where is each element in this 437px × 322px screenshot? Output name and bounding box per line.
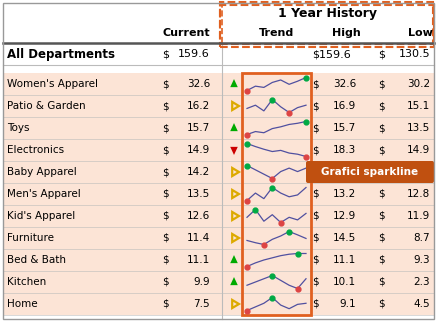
- Text: $: $: [378, 189, 385, 199]
- Text: $: $: [312, 123, 319, 133]
- Text: $: $: [162, 233, 169, 243]
- Text: $: $: [378, 123, 385, 133]
- Text: $: $: [378, 145, 385, 155]
- Text: 15.7: 15.7: [333, 123, 356, 133]
- Text: 10.1: 10.1: [333, 277, 356, 287]
- Text: $: $: [312, 233, 319, 243]
- Text: $: $: [162, 299, 169, 309]
- Text: $: $: [378, 255, 385, 265]
- Text: Baby Apparel: Baby Apparel: [7, 167, 77, 177]
- Bar: [220, 2, 433, 44]
- Text: 11.4: 11.4: [187, 233, 210, 243]
- Text: 9.1: 9.1: [340, 299, 356, 309]
- Bar: [3, 43, 434, 65]
- Text: $: $: [312, 79, 319, 89]
- Text: 130.5: 130.5: [399, 49, 430, 59]
- Text: 12.6: 12.6: [187, 211, 210, 221]
- Text: Grafici sparkline: Grafici sparkline: [322, 167, 419, 177]
- Text: $: $: [162, 277, 169, 287]
- Text: 14.2: 14.2: [187, 167, 210, 177]
- Text: $: $: [378, 277, 385, 287]
- Text: $: $: [312, 145, 319, 155]
- Text: Kitchen: Kitchen: [7, 277, 46, 287]
- Text: Bed & Bath: Bed & Bath: [7, 255, 66, 265]
- Text: 4.5: 4.5: [413, 299, 430, 309]
- Text: Women's Apparel: Women's Apparel: [7, 79, 98, 89]
- Text: 8.7: 8.7: [413, 233, 430, 243]
- Text: $: $: [378, 299, 385, 309]
- Text: 159.6: 159.6: [178, 49, 210, 59]
- Text: $: $: [378, 79, 385, 89]
- Text: 14.9: 14.9: [187, 145, 210, 155]
- Text: $: $: [162, 123, 169, 133]
- Polygon shape: [230, 123, 238, 131]
- Text: 30.2: 30.2: [407, 79, 430, 89]
- Text: 2.3: 2.3: [413, 277, 430, 287]
- Text: 1 Year History: 1 Year History: [277, 6, 377, 20]
- Text: $: $: [162, 211, 169, 221]
- Text: $: $: [312, 277, 319, 287]
- Text: $: $: [162, 255, 169, 265]
- Text: 16.9: 16.9: [333, 101, 356, 111]
- Polygon shape: [230, 255, 238, 263]
- Text: All Departments: All Departments: [7, 48, 115, 61]
- Text: 18.3: 18.3: [333, 145, 356, 155]
- Text: $: $: [378, 49, 385, 59]
- Text: Trend: Trend: [259, 28, 294, 38]
- Text: High: High: [332, 28, 361, 38]
- Text: 11.9: 11.9: [407, 211, 430, 221]
- Text: 11.1: 11.1: [187, 255, 210, 265]
- Text: $: $: [162, 49, 169, 59]
- Text: 13.5: 13.5: [187, 189, 210, 199]
- Text: $: $: [312, 189, 319, 199]
- Text: 16.2: 16.2: [187, 101, 210, 111]
- Text: 12.9: 12.9: [333, 211, 356, 221]
- Polygon shape: [230, 277, 238, 285]
- Bar: [3, 73, 434, 315]
- Bar: [242, 73, 311, 315]
- Text: 32.6: 32.6: [187, 79, 210, 89]
- Text: $: $: [378, 101, 385, 111]
- Polygon shape: [230, 79, 238, 87]
- Text: $: $: [312, 255, 319, 265]
- Text: $: $: [378, 233, 385, 243]
- Text: 14.5: 14.5: [333, 233, 356, 243]
- Text: 15.7: 15.7: [187, 123, 210, 133]
- Text: $: $: [162, 145, 169, 155]
- Text: 15.1: 15.1: [407, 101, 430, 111]
- Text: Electronics: Electronics: [7, 145, 64, 155]
- Text: Toys: Toys: [7, 123, 30, 133]
- Text: 9.3: 9.3: [413, 255, 430, 265]
- Text: Current: Current: [163, 28, 210, 38]
- Polygon shape: [230, 147, 238, 155]
- Text: $159.6: $159.6: [312, 49, 351, 59]
- Text: $: $: [162, 189, 169, 199]
- Text: $: $: [312, 299, 319, 309]
- Text: Home: Home: [7, 299, 38, 309]
- Text: 12.8: 12.8: [407, 189, 430, 199]
- Text: Low: Low: [408, 28, 433, 38]
- Text: 7.5: 7.5: [194, 299, 210, 309]
- Text: $: $: [378, 211, 385, 221]
- Text: $: $: [162, 101, 169, 111]
- Text: $: $: [312, 101, 319, 111]
- Text: Furniture: Furniture: [7, 233, 54, 243]
- Text: 32.6: 32.6: [333, 79, 356, 89]
- Text: Patio & Garden: Patio & Garden: [7, 101, 86, 111]
- Text: $: $: [312, 211, 319, 221]
- Text: $: $: [162, 167, 169, 177]
- Text: 13.5: 13.5: [407, 123, 430, 133]
- FancyBboxPatch shape: [306, 161, 434, 183]
- Text: 9.9: 9.9: [194, 277, 210, 287]
- Text: Men's Apparel: Men's Apparel: [7, 189, 81, 199]
- Text: Kid's Apparel: Kid's Apparel: [7, 211, 75, 221]
- Text: $: $: [162, 79, 169, 89]
- Text: 13.2: 13.2: [333, 189, 356, 199]
- Text: 11.1: 11.1: [333, 255, 356, 265]
- Text: 14.9: 14.9: [407, 145, 430, 155]
